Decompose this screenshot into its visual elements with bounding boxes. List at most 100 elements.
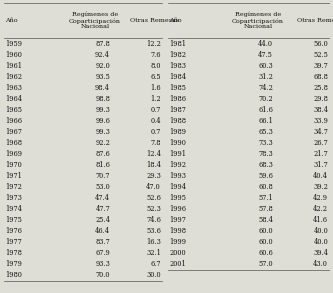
Text: 60.3: 60.3	[258, 62, 273, 70]
Text: 68.3: 68.3	[258, 161, 273, 169]
Text: 78.3: 78.3	[258, 150, 273, 158]
Text: 70.7: 70.7	[96, 172, 110, 180]
Text: 26.7: 26.7	[313, 139, 328, 147]
Text: 6.5: 6.5	[151, 73, 161, 81]
Text: 34.7: 34.7	[313, 128, 328, 136]
Text: 67.9: 67.9	[95, 249, 110, 257]
Text: 42.9: 42.9	[313, 194, 328, 202]
Text: 25.4: 25.4	[95, 216, 110, 224]
Text: 47.5: 47.5	[258, 51, 273, 59]
Text: 1996: 1996	[169, 205, 186, 213]
Text: 59.6: 59.6	[258, 172, 273, 180]
Text: 31.2: 31.2	[258, 73, 273, 81]
Text: 1971: 1971	[5, 172, 22, 180]
Text: 53.6: 53.6	[146, 227, 161, 235]
Text: 1.6: 1.6	[151, 84, 161, 92]
Text: 87.8: 87.8	[95, 40, 110, 48]
Text: 73.3: 73.3	[258, 139, 273, 147]
Text: Otras Remesas: Otras Remesas	[297, 18, 333, 23]
Text: 1988: 1988	[169, 117, 186, 125]
Text: 2001: 2001	[169, 260, 186, 268]
Text: 29.3: 29.3	[146, 172, 161, 180]
Text: 0.4: 0.4	[151, 117, 161, 125]
Text: 1975: 1975	[5, 216, 22, 224]
Text: 21.7: 21.7	[313, 150, 328, 158]
Text: 99.3: 99.3	[95, 128, 110, 136]
Text: 40.0: 40.0	[313, 238, 328, 246]
Text: 31.7: 31.7	[313, 161, 328, 169]
Text: 43.0: 43.0	[313, 260, 328, 268]
Text: 38.4: 38.4	[313, 106, 328, 114]
Text: 58.4: 58.4	[258, 216, 273, 224]
Text: Año: Año	[5, 18, 18, 23]
Text: 83.7: 83.7	[95, 238, 110, 246]
Text: 7.6: 7.6	[151, 51, 161, 59]
Text: 65.3: 65.3	[258, 128, 273, 136]
Text: 98.8: 98.8	[95, 95, 110, 103]
Text: 1985: 1985	[169, 84, 186, 92]
Text: 2000: 2000	[169, 249, 185, 257]
Text: 92.2: 92.2	[95, 139, 110, 147]
Text: 0.7: 0.7	[151, 128, 161, 136]
Text: 68.8: 68.8	[313, 73, 328, 81]
Text: 1.2: 1.2	[151, 95, 161, 103]
Text: 1960: 1960	[5, 51, 22, 59]
Text: Regímenes de
Coparticipación
Nacional: Regímenes de Coparticipación Nacional	[232, 12, 284, 29]
Text: 87.6: 87.6	[95, 150, 110, 158]
Text: 52.5: 52.5	[313, 51, 328, 59]
Text: 40.4: 40.4	[313, 172, 328, 180]
Text: 1986: 1986	[169, 95, 186, 103]
Text: 99.3: 99.3	[95, 106, 110, 114]
Text: 1959: 1959	[5, 40, 22, 48]
Text: 1993: 1993	[169, 172, 186, 180]
Text: 81.6: 81.6	[95, 161, 110, 169]
Text: 93.5: 93.5	[95, 73, 110, 81]
Text: 42.2: 42.2	[313, 205, 328, 213]
Text: 47.7: 47.7	[95, 205, 110, 213]
Text: 1984: 1984	[169, 73, 186, 81]
Text: 70.2: 70.2	[258, 95, 273, 103]
Text: 47.0: 47.0	[146, 183, 161, 191]
Text: 1976: 1976	[5, 227, 22, 235]
Text: 99.6: 99.6	[95, 117, 110, 125]
Text: 1969: 1969	[5, 150, 22, 158]
Text: 60.8: 60.8	[258, 183, 273, 191]
Text: 74.6: 74.6	[146, 216, 161, 224]
Text: 0.7: 0.7	[151, 106, 161, 114]
Text: 39.7: 39.7	[313, 62, 328, 70]
Text: 66.1: 66.1	[258, 117, 273, 125]
Text: 1989: 1989	[169, 128, 186, 136]
Text: 30.0: 30.0	[147, 271, 161, 279]
Text: 6.7: 6.7	[151, 260, 161, 268]
Text: 56.0: 56.0	[313, 40, 328, 48]
Text: 57.1: 57.1	[258, 194, 273, 202]
Text: 44.0: 44.0	[258, 40, 273, 48]
Text: 1966: 1966	[5, 117, 22, 125]
Text: 1999: 1999	[169, 238, 186, 246]
Text: 1992: 1992	[169, 161, 186, 169]
Text: 8.0: 8.0	[151, 62, 161, 70]
Text: 60.0: 60.0	[258, 238, 273, 246]
Text: 1981: 1981	[169, 40, 186, 48]
Text: 1972: 1972	[5, 183, 22, 191]
Text: 74.2: 74.2	[258, 84, 273, 92]
Text: 41.6: 41.6	[313, 216, 328, 224]
Text: 46.4: 46.4	[95, 227, 110, 235]
Text: 40.0: 40.0	[313, 227, 328, 235]
Text: 61.6: 61.6	[258, 106, 273, 114]
Text: 1987: 1987	[169, 106, 186, 114]
Text: 7.8: 7.8	[151, 139, 161, 147]
Text: 1982: 1982	[169, 51, 186, 59]
Text: 98.4: 98.4	[95, 84, 110, 92]
Text: 16.3: 16.3	[146, 238, 161, 246]
Text: 53.0: 53.0	[95, 183, 110, 191]
Text: 1970: 1970	[5, 161, 22, 169]
Text: 1991: 1991	[169, 150, 186, 158]
Text: 1998: 1998	[169, 227, 186, 235]
Text: 1997: 1997	[169, 216, 186, 224]
Text: 1968: 1968	[5, 139, 22, 147]
Text: 1961: 1961	[5, 62, 22, 70]
Text: 29.8: 29.8	[313, 95, 328, 103]
Text: 12.2: 12.2	[146, 40, 161, 48]
Text: 18.4: 18.4	[146, 161, 161, 169]
